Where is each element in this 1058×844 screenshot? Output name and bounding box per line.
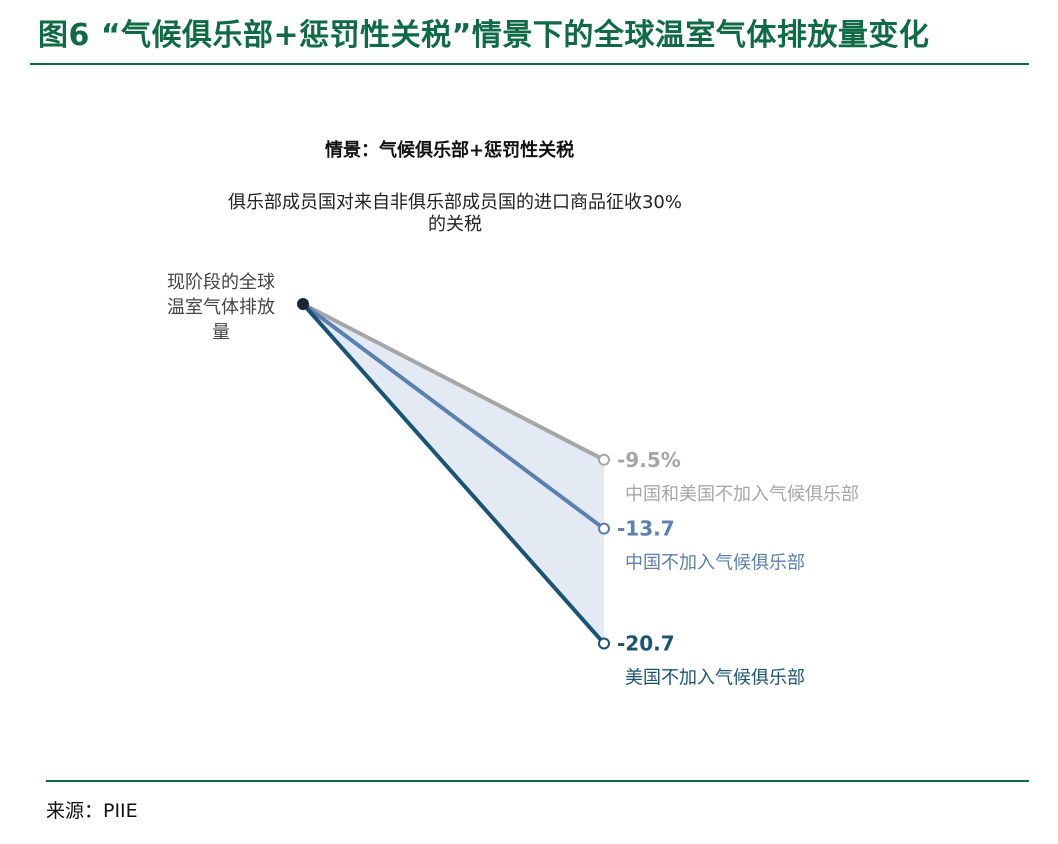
series-end-point-2 <box>598 522 610 535</box>
series-line-2 <box>301 302 606 531</box>
series-name-label-3: 美国不加入气候俱乐部 <box>625 667 805 688</box>
origin-label: 现阶段的全球温室气体排放量 <box>167 272 275 343</box>
series-line-3 <box>301 302 606 645</box>
source-divider <box>46 780 1029 782</box>
origin-point <box>297 298 309 310</box>
series-value-label-3: -20.7 <box>617 631 675 655</box>
series-name-label-2: 中国不加入气候俱乐部 <box>625 553 805 574</box>
chart-title: 情景：气候俱乐部+惩罚性关税 <box>325 140 575 161</box>
title-divider <box>30 63 1029 65</box>
series-line-1 <box>302 302 605 462</box>
series-end-point-1 <box>598 453 610 466</box>
figure-title: 图6 “气候俱乐部+惩罚性关税”情景下的全球温室气体排放量变化 <box>38 18 930 53</box>
series-value-label-2: -13.7 <box>617 517 675 541</box>
series-value-label-1: -9.5% <box>617 448 681 472</box>
chart-subtitle: 俱乐部成员国对来自非俱乐部成员国的进口商品征收30%的关税 <box>227 192 682 235</box>
series-name-label-1: 中国和美国不加入气候俱乐部 <box>625 484 859 505</box>
source-note: 来源：PIIE <box>46 800 138 822</box>
series-end-point-3 <box>598 637 610 650</box>
